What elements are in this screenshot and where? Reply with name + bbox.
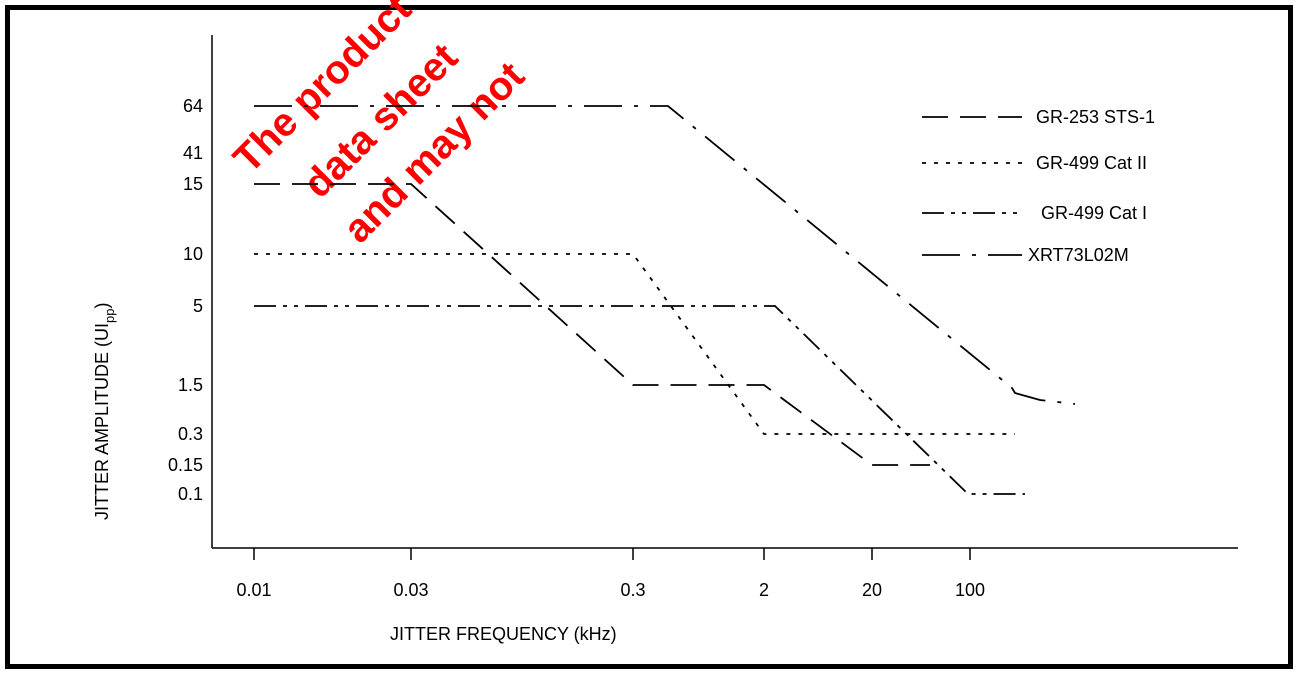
y-tick-label-6: 0.3: [178, 424, 203, 444]
legend-label-3: XRT73L02M: [1028, 245, 1129, 265]
y-tick-label-5: 1.5: [178, 375, 203, 395]
legend-label-0: GR-253 STS-1: [1036, 107, 1155, 127]
x-tick-label-4: 20: [862, 580, 882, 600]
y-tick-label-0: 64: [183, 96, 203, 116]
x-tick-label-0: 0.01: [236, 580, 271, 600]
y-tick-label-8: 0.1: [178, 484, 203, 504]
legend: GR-253 STS-1 GR-499 Cat II GR-499 Cat I XRT…: [922, 107, 1155, 265]
series-group: [254, 105, 1076, 495]
y-axis-label-main: JITTER AMPLITUDE (UI: [92, 323, 112, 520]
y-axis-label: JITTER AMPLITUDE (UIpp): [92, 303, 117, 520]
y-tick-label-4: 5: [193, 296, 203, 316]
x-ticks: 0.01 0.03 0.3 2 20 100: [236, 548, 985, 600]
legend-label-1: GR-499 Cat II: [1036, 153, 1147, 173]
x-tick-label-2: 0.3: [620, 580, 645, 600]
series-line-0: [254, 183, 930, 466]
y-axis-label-close: ): [92, 303, 112, 309]
x-tick-label-1: 0.03: [393, 580, 428, 600]
series-line-3: [254, 105, 1076, 405]
y-ticks: 64 41 15 10 5 1.5 0.3 0.15 0.1: [168, 96, 203, 504]
y-tick-label-1: 41: [183, 143, 203, 163]
y-axis-label-sub: pp: [102, 309, 117, 323]
figure-frame: [5, 5, 1293, 669]
series-line-2: [254, 305, 1025, 495]
series-line-1: [254, 253, 1015, 435]
x-axis-label: JITTER FREQUENCY (kHz): [390, 624, 617, 644]
y-tick-label-3: 10: [183, 244, 203, 264]
y-tick-label-2: 15: [183, 174, 203, 194]
x-tick-label-5: 100: [955, 580, 985, 600]
x-tick-label-3: 2: [759, 580, 769, 600]
legend-label-2: GR-499 Cat I: [1041, 203, 1147, 223]
y-tick-label-7: 0.15: [168, 455, 203, 475]
